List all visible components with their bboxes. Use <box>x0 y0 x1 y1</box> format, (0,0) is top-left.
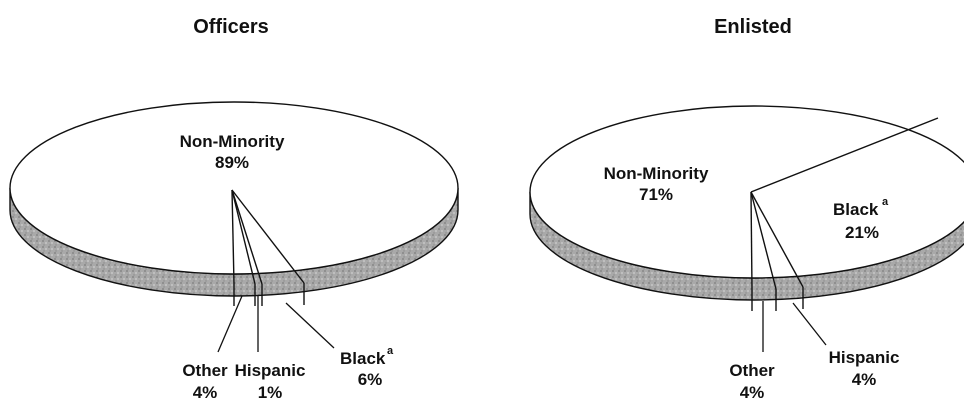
officers-slice-edge <box>231 189 263 285</box>
enlisted-label-other: Other 4% <box>729 361 775 402</box>
enlisted-leader-hispanic <box>792 302 827 346</box>
officers-leader-black <box>285 302 335 349</box>
enlisted-other-name: Other <box>729 361 775 380</box>
enlisted-black-value: 21% <box>845 223 879 242</box>
enlisted-label-hispanic: Hispanic 4% <box>829 348 900 389</box>
enlisted-label-black: Black a 21% <box>833 196 889 242</box>
officers-slice-edge <box>231 189 305 284</box>
enlisted-slice-edge <box>750 191 804 288</box>
officers-pie-top <box>9 101 459 275</box>
officers-label-non-minority: Non-Minority 89% <box>180 132 285 172</box>
officers-non-minority-value: 89% <box>215 153 249 172</box>
officers-label-other: Other 4% <box>182 361 228 402</box>
officers-label-black: Black a 6% <box>340 345 394 389</box>
officers-other-value: 4% <box>193 383 218 402</box>
officers-pie-chart: Officers Non-Minority 89% Bla <box>9 16 459 402</box>
enlisted-slice-edge <box>750 191 777 290</box>
enlisted-slice-edge <box>750 191 753 290</box>
enlisted-slice-edges <box>750 117 939 311</box>
enlisted-non-minority-value: 71% <box>639 185 673 204</box>
officers-black-marker: a <box>387 345 394 357</box>
officers-black-value: 6% <box>358 370 383 389</box>
enlisted-other-value: 4% <box>740 383 765 402</box>
officers-leader-other <box>217 295 243 353</box>
officers-black-name: Black <box>340 349 386 368</box>
enlisted-label-non-minority: Non-Minority 71% <box>604 164 709 204</box>
officers-other-name: Other <box>182 361 228 380</box>
enlisted-slice-edge <box>750 117 939 193</box>
officers-hispanic-value: 1% <box>258 383 283 402</box>
enlisted-pie-chart: Enlisted Non-Minority 71% Black a 21% Hi… <box>529 16 964 402</box>
officers-chart-title: Officers <box>193 16 269 38</box>
officers-non-minority-name: Non-Minority <box>180 132 285 151</box>
officers-label-hispanic: Hispanic 1% <box>235 361 306 402</box>
officers-slice-edge <box>231 189 235 285</box>
enlisted-non-minority-name: Non-Minority <box>604 164 709 183</box>
officers-hispanic-name: Hispanic <box>235 361 306 380</box>
enlisted-pie-body <box>529 105 964 301</box>
enlisted-black-marker: a <box>882 196 889 208</box>
enlisted-black-name: Black <box>833 200 879 219</box>
enlisted-pie-top <box>529 105 964 279</box>
officers-slice-edges <box>231 189 305 306</box>
officers-slice-edge <box>231 189 256 285</box>
enlisted-hispanic-name: Hispanic <box>829 348 900 367</box>
enlisted-chart-title: Enlisted <box>714 16 792 38</box>
enlisted-hispanic-value: 4% <box>852 370 877 389</box>
